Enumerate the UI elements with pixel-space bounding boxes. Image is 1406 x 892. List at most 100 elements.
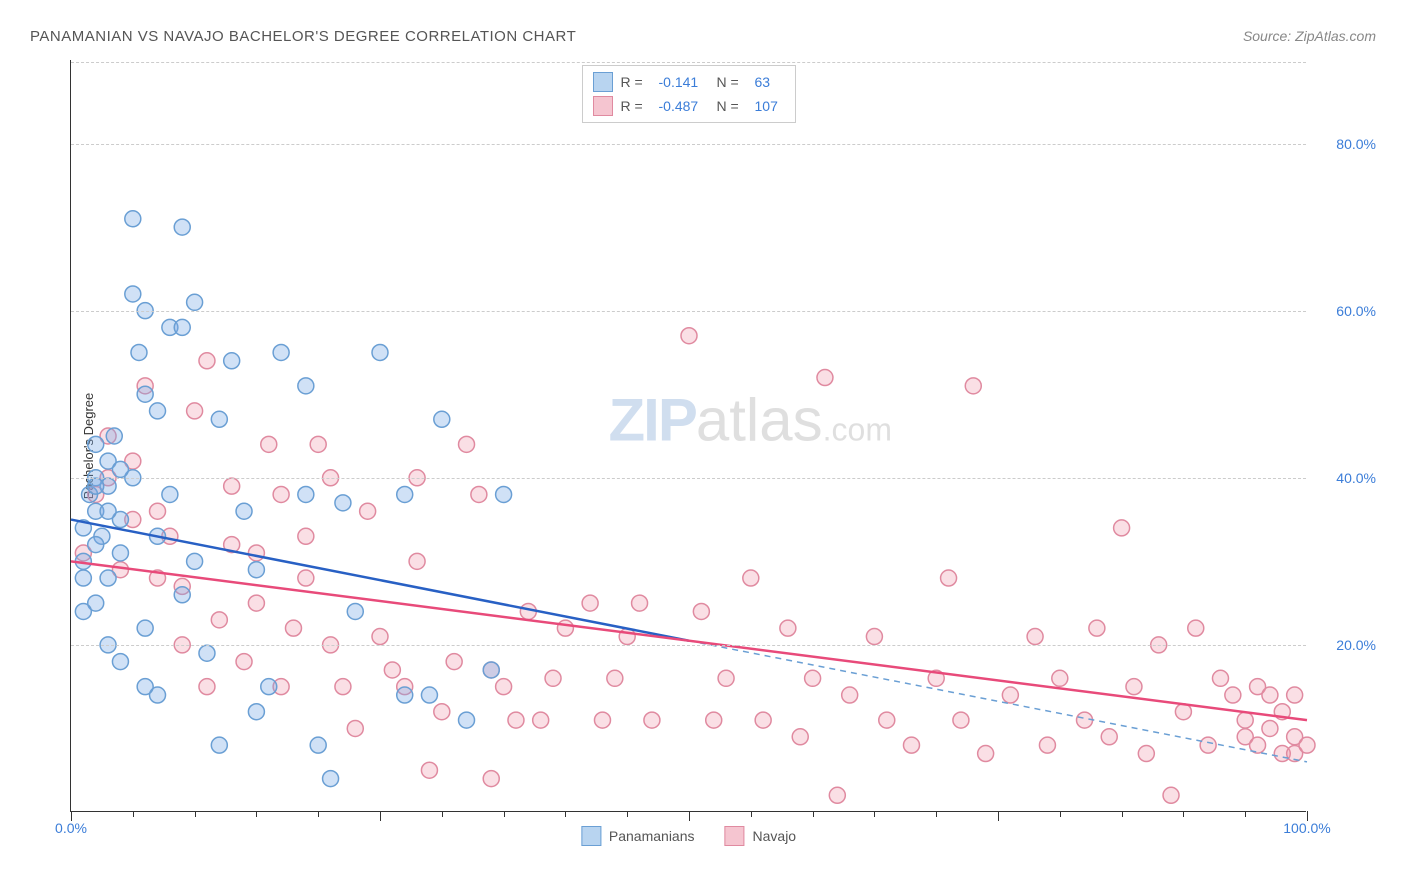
point-navajo (310, 436, 326, 452)
point-navajo (446, 654, 462, 670)
point-panamanians (310, 737, 326, 753)
point-panamanians (137, 679, 153, 695)
point-navajo (1299, 737, 1315, 753)
point-panamanians (248, 704, 264, 720)
point-navajo (409, 553, 425, 569)
point-panamanians (125, 211, 141, 227)
point-navajo (1212, 670, 1228, 686)
point-navajo (1262, 687, 1278, 703)
point-panamanians (211, 411, 227, 427)
point-navajo (298, 528, 314, 544)
stat-r-label: R = (621, 98, 651, 114)
point-navajo (1138, 746, 1154, 762)
point-panamanians (236, 503, 252, 519)
point-navajo (508, 712, 524, 728)
x-tick-minor (442, 811, 443, 817)
point-panamanians (199, 645, 215, 661)
x-tick-minor (1060, 811, 1061, 817)
point-panamanians (421, 687, 437, 703)
gridline (71, 144, 1306, 145)
point-panamanians (372, 344, 388, 360)
point-navajo (533, 712, 549, 728)
source-attribution: Source: ZipAtlas.com (1243, 28, 1376, 44)
point-navajo (1287, 687, 1303, 703)
point-navajo (236, 654, 252, 670)
point-navajo (644, 712, 660, 728)
bottom-legend: Panamanians Navajo (581, 826, 796, 846)
legend-item: Panamanians (581, 826, 695, 846)
correlation-chart: PANAMANIAN VS NAVAJO BACHELOR'S DEGREE C… (20, 20, 1386, 872)
stat-r-value: -0.487 (659, 98, 709, 114)
legend-swatch (581, 826, 601, 846)
point-navajo (903, 737, 919, 753)
point-panamanians (75, 570, 91, 586)
point-navajo (199, 679, 215, 695)
point-navajo (1101, 729, 1117, 745)
point-panamanians (335, 495, 351, 511)
gridline (71, 311, 1306, 312)
stats-legend-box: R = -0.141 N = 63 R = -0.487 N = 107 (582, 65, 796, 123)
point-navajo (211, 612, 227, 628)
point-navajo (285, 620, 301, 636)
stat-r-label: R = (621, 74, 651, 90)
point-panamanians (323, 771, 339, 787)
x-tick-minor (936, 811, 937, 817)
point-navajo (1114, 520, 1130, 536)
trend-line-navajo (71, 561, 1307, 720)
point-panamanians (459, 712, 475, 728)
point-navajo (953, 712, 969, 728)
point-navajo (780, 620, 796, 636)
point-navajo (755, 712, 771, 728)
gridline (71, 645, 1306, 646)
legend-label: Navajo (753, 828, 797, 844)
point-panamanians (397, 687, 413, 703)
point-navajo (360, 503, 376, 519)
point-panamanians (187, 294, 203, 310)
x-tick-minor (504, 811, 505, 817)
point-panamanians (112, 461, 128, 477)
point-navajo (1052, 670, 1068, 686)
stats-row: R = -0.141 N = 63 (593, 70, 785, 94)
point-panamanians (88, 436, 104, 452)
x-axis-min-label: 0.0% (55, 820, 87, 836)
point-panamanians (100, 570, 116, 586)
point-panamanians (75, 603, 91, 619)
point-panamanians (162, 486, 178, 502)
x-tick-minor (627, 811, 628, 817)
x-tick-minor (1183, 811, 1184, 817)
point-navajo (829, 787, 845, 803)
point-panamanians (397, 486, 413, 502)
point-panamanians (125, 286, 141, 302)
point-navajo (421, 762, 437, 778)
point-navajo (471, 486, 487, 502)
point-navajo (1225, 687, 1241, 703)
point-panamanians (137, 620, 153, 636)
x-tick-minor (565, 811, 566, 817)
series-swatch (593, 96, 613, 116)
point-navajo (1039, 737, 1055, 753)
stat-r-value: -0.141 (659, 74, 709, 90)
x-tick-mark (998, 811, 999, 821)
point-navajo (866, 629, 882, 645)
point-navajo (978, 746, 994, 762)
point-panamanians (298, 378, 314, 394)
point-navajo (1126, 679, 1142, 695)
x-tick-mark (689, 811, 690, 821)
point-navajo (150, 503, 166, 519)
x-tick-minor (1122, 811, 1123, 817)
x-tick-minor (813, 811, 814, 817)
plot-area: ZIPatlas.com R = -0.141 N = 63 R = -0.48… (70, 60, 1306, 812)
point-panamanians (88, 478, 104, 494)
chart-title: PANAMANIAN VS NAVAJO BACHELOR'S DEGREE C… (30, 28, 576, 45)
x-tick-minor (133, 811, 134, 817)
stat-n-value: 63 (755, 74, 785, 90)
point-navajo (805, 670, 821, 686)
point-panamanians (137, 386, 153, 402)
x-tick-mark (380, 811, 381, 821)
point-navajo (1027, 629, 1043, 645)
point-navajo (459, 436, 475, 452)
point-navajo (594, 712, 610, 728)
legend-swatch (725, 826, 745, 846)
point-navajo (298, 570, 314, 586)
legend-item: Navajo (725, 826, 797, 846)
